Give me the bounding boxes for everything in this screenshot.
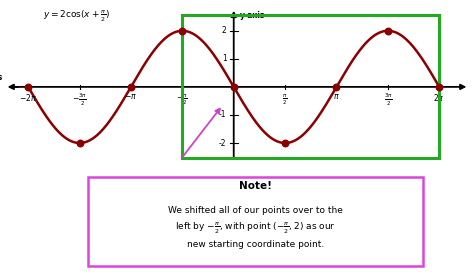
Text: $\frac{3\pi}{2}$: $\frac{3\pi}{2}$	[383, 92, 392, 108]
Text: $-\pi$: $-\pi$	[124, 92, 137, 101]
Text: 1: 1	[222, 54, 227, 63]
Text: $-\frac{3\pi}{2}$: $-\frac{3\pi}{2}$	[72, 92, 87, 108]
Text: -2: -2	[219, 139, 227, 147]
Text: y-axis: y-axis	[240, 11, 265, 20]
Text: $2\pi$: $2\pi$	[434, 92, 445, 103]
Text: Note!: Note!	[239, 181, 272, 191]
Bar	[182, 15, 439, 158]
Text: We shifted all of our points over to the
left by $-\frac{\pi}{2}$, with point $(: We shifted all of our points over to the…	[168, 206, 343, 249]
Text: $-\frac{\pi}{2}$: $-\frac{\pi}{2}$	[176, 92, 188, 107]
Point	[282, 141, 289, 145]
Point	[127, 85, 135, 89]
Text: x-axis: x-axis	[0, 73, 3, 82]
Point	[384, 28, 392, 33]
FancyBboxPatch shape	[88, 177, 423, 266]
Text: $y = 2\cos(x + \frac{\pi}{2})$: $y = 2\cos(x + \frac{\pi}{2})$	[43, 9, 110, 24]
Text: 2: 2	[222, 26, 227, 35]
Point	[333, 85, 340, 89]
Text: -1: -1	[219, 110, 227, 120]
Text: $-2\pi$: $-2\pi$	[19, 92, 37, 103]
Point	[436, 85, 443, 89]
Point	[179, 28, 186, 33]
Point	[24, 85, 32, 89]
Point	[230, 85, 237, 89]
Point	[76, 141, 83, 145]
Text: $\frac{\pi}{2}$: $\frac{\pi}{2}$	[283, 92, 288, 107]
Text: $\pi$: $\pi$	[333, 92, 340, 101]
